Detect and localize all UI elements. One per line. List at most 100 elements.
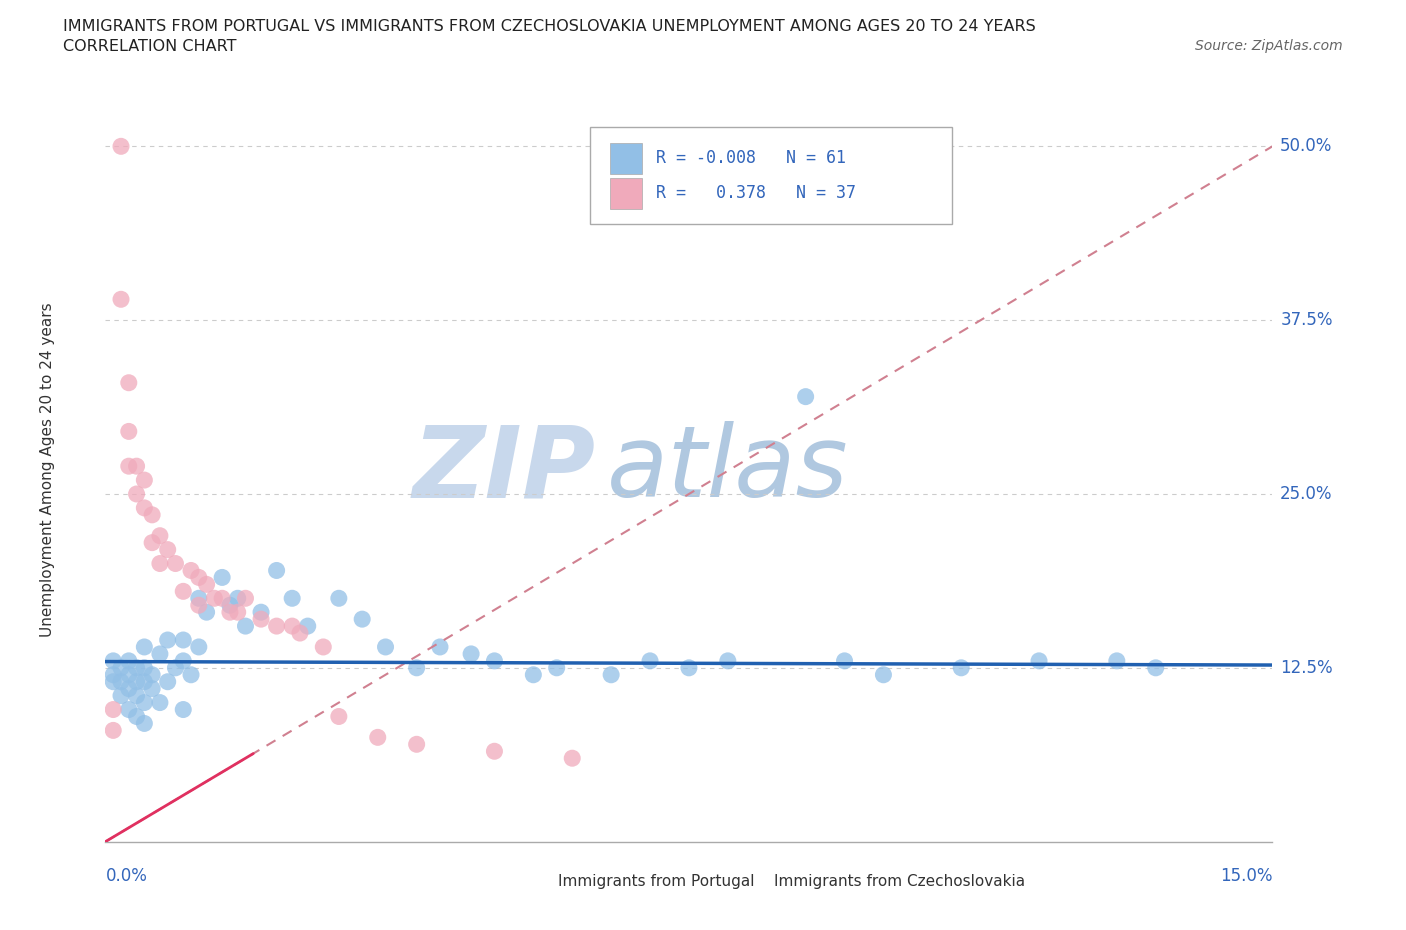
Point bbox=[250, 612, 273, 627]
Point bbox=[187, 570, 209, 585]
Point bbox=[156, 632, 179, 647]
Text: IMMIGRANTS FROM PORTUGAL VS IMMIGRANTS FROM CZECHOSLOVAKIA UNEMPLOYMENT AMONG AG: IMMIGRANTS FROM PORTUGAL VS IMMIGRANTS F… bbox=[63, 19, 1036, 33]
Point bbox=[125, 688, 148, 703]
Point bbox=[1144, 660, 1167, 675]
Text: 25.0%: 25.0% bbox=[1281, 485, 1333, 503]
Point bbox=[118, 668, 141, 683]
Point bbox=[180, 668, 202, 683]
Point bbox=[110, 292, 132, 307]
Point bbox=[110, 688, 132, 703]
Text: 12.5%: 12.5% bbox=[1281, 658, 1333, 677]
Point bbox=[172, 584, 194, 599]
Point bbox=[165, 660, 187, 675]
Point bbox=[172, 632, 194, 647]
Point bbox=[134, 695, 156, 710]
Point bbox=[374, 640, 396, 655]
Point bbox=[110, 660, 132, 675]
Point bbox=[638, 654, 661, 669]
Point bbox=[219, 598, 242, 613]
Point bbox=[134, 674, 156, 689]
Point bbox=[118, 682, 141, 697]
Point bbox=[103, 668, 125, 683]
Point bbox=[187, 640, 209, 655]
Point bbox=[281, 591, 304, 605]
Point bbox=[141, 682, 163, 697]
Text: 0.0%: 0.0% bbox=[105, 867, 148, 884]
Point bbox=[118, 702, 141, 717]
Point bbox=[134, 472, 156, 487]
Point bbox=[312, 640, 335, 655]
Point bbox=[281, 618, 304, 633]
Point bbox=[180, 563, 202, 578]
Point bbox=[103, 723, 125, 737]
Point bbox=[125, 458, 148, 473]
Text: R =   0.378   N = 37: R = 0.378 N = 37 bbox=[657, 184, 856, 202]
Point bbox=[211, 591, 233, 605]
Point bbox=[328, 591, 350, 605]
Point bbox=[103, 674, 125, 689]
Point bbox=[141, 668, 163, 683]
Point bbox=[352, 612, 374, 627]
Point bbox=[266, 618, 288, 633]
Point bbox=[211, 570, 233, 585]
Point bbox=[600, 668, 623, 683]
Point bbox=[149, 695, 172, 710]
Text: Immigrants from Czechoslovakia: Immigrants from Czechoslovakia bbox=[775, 873, 1025, 888]
Point bbox=[266, 563, 288, 578]
Bar bbox=[741, 870, 768, 892]
FancyBboxPatch shape bbox=[589, 127, 952, 224]
Point bbox=[103, 654, 125, 669]
Text: 37.5%: 37.5% bbox=[1281, 312, 1333, 329]
Point bbox=[950, 660, 973, 675]
Point bbox=[187, 598, 209, 613]
Text: atlas: atlas bbox=[607, 421, 849, 518]
Point bbox=[118, 458, 141, 473]
Point bbox=[235, 618, 257, 633]
Point bbox=[219, 604, 242, 619]
Point bbox=[546, 660, 568, 675]
Bar bbox=[526, 870, 551, 892]
Point bbox=[460, 646, 482, 661]
Text: CORRELATION CHART: CORRELATION CHART bbox=[63, 39, 236, 54]
Point bbox=[149, 556, 172, 571]
Text: 50.0%: 50.0% bbox=[1281, 138, 1333, 155]
Point bbox=[405, 737, 427, 751]
Point bbox=[195, 604, 218, 619]
Point bbox=[367, 730, 389, 745]
Point bbox=[1028, 654, 1050, 669]
Point bbox=[484, 744, 506, 759]
Point bbox=[172, 702, 194, 717]
Text: 15.0%: 15.0% bbox=[1220, 867, 1272, 884]
Bar bbox=[610, 143, 643, 174]
Point bbox=[134, 640, 156, 655]
Point bbox=[717, 654, 740, 669]
Point bbox=[125, 709, 148, 724]
Point bbox=[328, 709, 350, 724]
Point bbox=[165, 556, 187, 571]
Point bbox=[250, 604, 273, 619]
Point bbox=[149, 646, 172, 661]
Point bbox=[288, 626, 311, 641]
Text: R = -0.008   N = 61: R = -0.008 N = 61 bbox=[657, 149, 846, 166]
Point bbox=[484, 654, 506, 669]
Point bbox=[149, 528, 172, 543]
Text: ZIP: ZIP bbox=[412, 421, 596, 518]
Text: Source: ZipAtlas.com: Source: ZipAtlas.com bbox=[1195, 39, 1343, 53]
Point bbox=[125, 660, 148, 675]
Text: Immigrants from Portugal: Immigrants from Portugal bbox=[558, 873, 755, 888]
Point bbox=[125, 486, 148, 501]
Point bbox=[226, 591, 249, 605]
Bar bbox=[610, 178, 643, 209]
Point bbox=[429, 640, 451, 655]
Point bbox=[118, 424, 141, 439]
Point bbox=[187, 591, 209, 605]
Point bbox=[156, 674, 179, 689]
Point bbox=[522, 668, 544, 683]
Point bbox=[134, 500, 156, 515]
Point bbox=[834, 654, 856, 669]
Point bbox=[110, 139, 132, 153]
Point bbox=[202, 591, 225, 605]
Point bbox=[141, 536, 163, 551]
Point bbox=[405, 660, 427, 675]
Point bbox=[226, 604, 249, 619]
